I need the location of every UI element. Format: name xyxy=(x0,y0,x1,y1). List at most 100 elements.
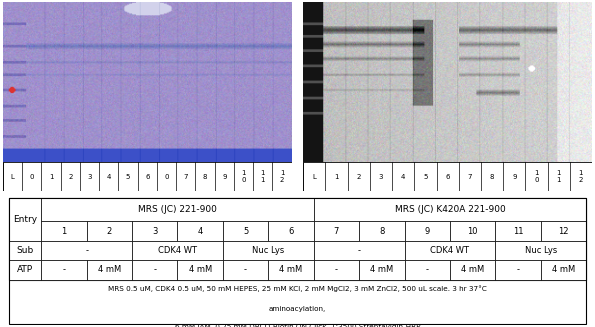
Text: 3: 3 xyxy=(87,174,92,180)
Bar xyxy=(223,221,268,241)
Bar xyxy=(359,221,405,241)
Text: 1
1: 1 1 xyxy=(261,170,265,183)
Bar xyxy=(268,260,314,280)
Text: 4 mM: 4 mM xyxy=(189,266,212,274)
Text: 0: 0 xyxy=(30,174,34,180)
Text: 1: 1 xyxy=(61,227,67,235)
Bar xyxy=(41,260,87,280)
Text: 5: 5 xyxy=(423,174,428,180)
Text: -: - xyxy=(154,266,156,274)
Text: 4 mM: 4 mM xyxy=(280,266,303,274)
Text: 11: 11 xyxy=(513,227,523,235)
Text: 2: 2 xyxy=(356,174,361,180)
Text: 7: 7 xyxy=(468,174,472,180)
Bar xyxy=(223,241,314,260)
Text: 9: 9 xyxy=(222,174,227,180)
Bar xyxy=(9,241,41,260)
Text: 6 mM IAM, 0.25 mM DBCO-Biotin ON Click, 1:3500 Streptavidin-HRP: 6 mM IAM, 0.25 mM DBCO-Biotin ON Click, … xyxy=(175,324,420,327)
Text: CDK4 WT: CDK4 WT xyxy=(430,246,469,255)
Text: -: - xyxy=(425,266,429,274)
Text: 1: 1 xyxy=(49,174,54,180)
Text: ATP: ATP xyxy=(17,266,33,274)
Text: L: L xyxy=(312,174,317,180)
Text: -: - xyxy=(358,246,361,255)
Bar xyxy=(177,221,223,241)
Text: 0: 0 xyxy=(164,174,169,180)
Bar xyxy=(9,260,41,280)
Bar xyxy=(405,241,495,260)
Bar xyxy=(132,241,223,260)
Text: 2: 2 xyxy=(107,227,112,235)
Text: Sub: Sub xyxy=(17,246,34,255)
Bar xyxy=(41,198,314,221)
Text: 1
0: 1 0 xyxy=(534,170,538,183)
Bar xyxy=(268,221,314,241)
Text: 1
1: 1 1 xyxy=(556,170,561,183)
Text: MRS (JC) 221-900: MRS (JC) 221-900 xyxy=(138,205,217,215)
Text: 4 mM: 4 mM xyxy=(98,266,121,274)
Text: 4 mM: 4 mM xyxy=(461,266,484,274)
Text: 3: 3 xyxy=(152,227,158,235)
Text: 8: 8 xyxy=(490,174,494,180)
Text: -: - xyxy=(516,266,519,274)
Text: -: - xyxy=(62,266,65,274)
Bar xyxy=(9,198,586,280)
Text: MRS 0.5 uM, CDK4 0.5 uM, 50 mM HEPES, 25 mM KCl, 2 mM MgCl2, 3 mM ZnCl2, 500 uL : MRS 0.5 uM, CDK4 0.5 uM, 50 mM HEPES, 25… xyxy=(108,285,487,292)
Text: Entry: Entry xyxy=(13,215,37,224)
Text: -: - xyxy=(85,246,88,255)
Text: 5: 5 xyxy=(126,174,130,180)
Bar xyxy=(9,198,41,241)
Text: 4: 4 xyxy=(401,174,405,180)
Bar xyxy=(132,221,177,241)
Bar xyxy=(41,221,87,241)
Text: 2: 2 xyxy=(68,174,73,180)
Text: 6: 6 xyxy=(289,227,294,235)
Text: 9: 9 xyxy=(512,174,516,180)
Bar xyxy=(541,260,586,280)
Text: 4: 4 xyxy=(107,174,111,180)
Bar xyxy=(223,260,268,280)
Text: MRS (JC) K420A 221-900: MRS (JC) K420A 221-900 xyxy=(394,205,505,215)
Bar xyxy=(495,221,541,241)
Text: 10: 10 xyxy=(467,227,478,235)
Text: 7: 7 xyxy=(334,227,339,235)
Text: 1
2: 1 2 xyxy=(280,170,284,183)
Text: -: - xyxy=(244,266,247,274)
Text: CDK4 WT: CDK4 WT xyxy=(158,246,197,255)
Bar xyxy=(87,221,132,241)
Text: 1: 1 xyxy=(334,174,339,180)
Text: -: - xyxy=(335,266,338,274)
Bar xyxy=(405,221,450,241)
Text: 12: 12 xyxy=(558,227,569,235)
Bar xyxy=(450,260,495,280)
Text: 5: 5 xyxy=(243,227,248,235)
Bar xyxy=(495,260,541,280)
Text: 3: 3 xyxy=(379,174,383,180)
Text: 9: 9 xyxy=(425,227,430,235)
Text: 4 mM: 4 mM xyxy=(370,266,393,274)
Text: 4: 4 xyxy=(198,227,203,235)
Text: 1
2: 1 2 xyxy=(579,170,583,183)
Text: aminoacylation,: aminoacylation, xyxy=(269,306,326,312)
Bar xyxy=(87,260,132,280)
Text: 7: 7 xyxy=(184,174,188,180)
Text: 6: 6 xyxy=(446,174,450,180)
Bar xyxy=(405,260,450,280)
Bar xyxy=(359,260,405,280)
Text: 6: 6 xyxy=(145,174,149,180)
Bar xyxy=(314,198,586,221)
Text: 8: 8 xyxy=(203,174,207,180)
Bar xyxy=(177,260,223,280)
Text: Nuc Lys: Nuc Lys xyxy=(525,246,557,255)
Bar xyxy=(541,221,586,241)
Text: 8: 8 xyxy=(379,227,384,235)
Bar xyxy=(450,221,495,241)
Text: 1
0: 1 0 xyxy=(242,170,246,183)
Bar xyxy=(314,260,359,280)
Text: L: L xyxy=(11,174,14,180)
Bar xyxy=(495,241,586,260)
Bar xyxy=(314,241,405,260)
Text: Nuc Lys: Nuc Lys xyxy=(252,246,284,255)
Bar xyxy=(314,221,359,241)
Bar xyxy=(41,241,132,260)
